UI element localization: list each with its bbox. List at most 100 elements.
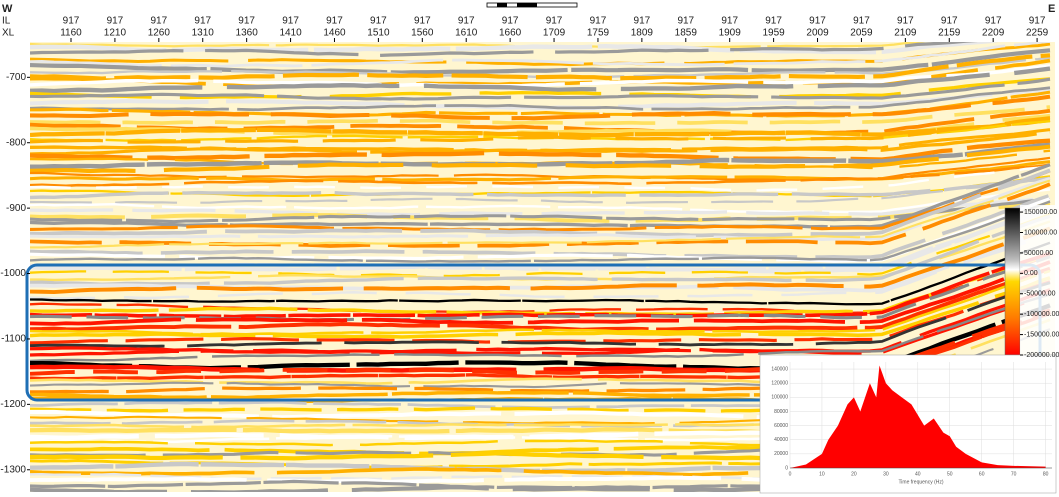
xl-tick-label: 1759: [587, 28, 610, 39]
xl-tick-label: 1859: [675, 28, 698, 39]
reflector: [30, 168, 1051, 238]
il-tick-label: 917: [150, 16, 167, 27]
il-tick-label: 917: [897, 16, 914, 27]
reflector: [30, 404, 1051, 425]
reflector: [30, 369, 1051, 394]
il-tick-label: 917: [194, 16, 211, 27]
xl-tick-label: 2109: [894, 28, 917, 39]
y-tick-label: -1200: [0, 399, 26, 410]
y-tick-label: -1100: [1, 334, 26, 345]
reflector: [30, 412, 1051, 436]
reflector: [30, 241, 1051, 306]
colorbar-label-bg: [1020, 205, 1057, 358]
reflector: [30, 142, 1051, 169]
x-tick-label: 0: [789, 471, 792, 477]
xl-label: XL: [2, 28, 15, 39]
il-tick-label: 917: [326, 16, 343, 27]
il-tick-label: 917: [458, 16, 475, 27]
reflector: [30, 42, 978, 58]
xl-tick-label: 1809: [631, 28, 654, 39]
xl-tick-label: 1510: [367, 28, 390, 39]
reflector: [30, 276, 1051, 339]
xl-tick-label: 1310: [192, 28, 215, 39]
reflector: [30, 293, 1051, 363]
y-tick-label: 140000: [771, 366, 788, 372]
xl-tick-label: 1160: [60, 28, 82, 39]
colorbar-tick-label: -150000.00: [1024, 331, 1059, 338]
y-tick-label: -1300: [0, 464, 26, 475]
il-tick-label: 917: [107, 16, 124, 27]
reflector: [30, 233, 1051, 300]
x-tick-label: 20: [851, 471, 857, 477]
reflector: [30, 213, 1051, 278]
y-tick-label: 20000: [774, 451, 788, 457]
il-tick-label: 917: [941, 16, 958, 27]
y-tick-label: -800: [6, 137, 26, 148]
colorbar-tick-label: 50000.00: [1024, 250, 1053, 257]
y-tick-label: 120000: [771, 381, 788, 387]
reflector: [30, 179, 1051, 249]
reflector: [30, 105, 1051, 126]
il-tick-label: 917: [63, 16, 80, 27]
y-tick-label: -900: [6, 203, 26, 214]
y-tick-label: -700: [6, 72, 26, 83]
reflector: [30, 42, 999, 55]
reflector: [30, 176, 1051, 200]
x-tick-label: 70: [1011, 471, 1017, 477]
il-label: IL: [2, 16, 11, 27]
colorbar-tick-label: 150000.00: [1024, 209, 1057, 216]
reflector: [30, 281, 1051, 348]
y-tick-label: 80000: [774, 409, 788, 415]
reflector: [30, 64, 1051, 88]
xl-tick-label: 1610: [455, 28, 478, 39]
xl-tick-label: 1909: [719, 28, 742, 39]
reflector: [30, 193, 1051, 260]
reflector: [30, 195, 1051, 217]
il-tick-label: 917: [370, 16, 387, 27]
colorbar-tick-label: -50000.00: [1024, 291, 1056, 298]
spectrum-area: [790, 365, 1046, 468]
xl-tick-label: 1460: [323, 28, 346, 39]
reflector: [30, 177, 1051, 241]
il-tick-label: 917: [809, 16, 826, 27]
reflector: [30, 48, 1051, 75]
scale-bar: [486, 2, 578, 8]
xl-tick-label: 2209: [982, 28, 1005, 39]
reflector: [30, 86, 1051, 112]
x-tick-label: 60: [979, 471, 985, 477]
reflector: [30, 214, 1051, 286]
il-tick-label: 917: [853, 16, 870, 27]
xl-tick-label: 1560: [411, 28, 434, 39]
xl-tick-label: 2059: [850, 28, 873, 39]
il-tick-label: 917: [238, 16, 255, 27]
reflector: [30, 117, 1051, 138]
il-tick-label: 917: [414, 16, 431, 27]
xl-tick-label: 2259: [1026, 28, 1049, 39]
reflector: [30, 163, 1051, 188]
reflector: [30, 266, 1051, 332]
east-label: E: [1048, 3, 1055, 15]
colorbar-tick-label: -100000.00: [1024, 311, 1059, 318]
reflector: [30, 42, 1051, 68]
il-tick-label: 917: [282, 16, 299, 27]
reflector: [30, 77, 1051, 101]
reflector: [30, 197, 1051, 224]
y-tick-label: 0: [785, 465, 788, 471]
il-tick-label: 917: [634, 16, 651, 27]
xl-tick-label: 2009: [806, 28, 829, 39]
reflector: [30, 188, 1051, 214]
x-tick-label: 30: [883, 471, 889, 477]
xl-tick-label: 1959: [762, 28, 785, 39]
colorbar-tick-label: 0.00: [1024, 270, 1038, 277]
x-tick-label: 80: [1043, 471, 1049, 477]
colorbar: [1004, 207, 1021, 356]
xl-tick-label: 2159: [938, 28, 961, 39]
reflector: [30, 116, 1051, 144]
reflector: [30, 53, 1051, 81]
reflector: [30, 94, 1051, 121]
il-tick-label: 917: [590, 16, 607, 27]
il-tick-label: 917: [677, 16, 694, 27]
reflector: [30, 144, 1051, 174]
reflector: [30, 164, 1051, 192]
il-tick-label: 917: [985, 16, 1002, 27]
